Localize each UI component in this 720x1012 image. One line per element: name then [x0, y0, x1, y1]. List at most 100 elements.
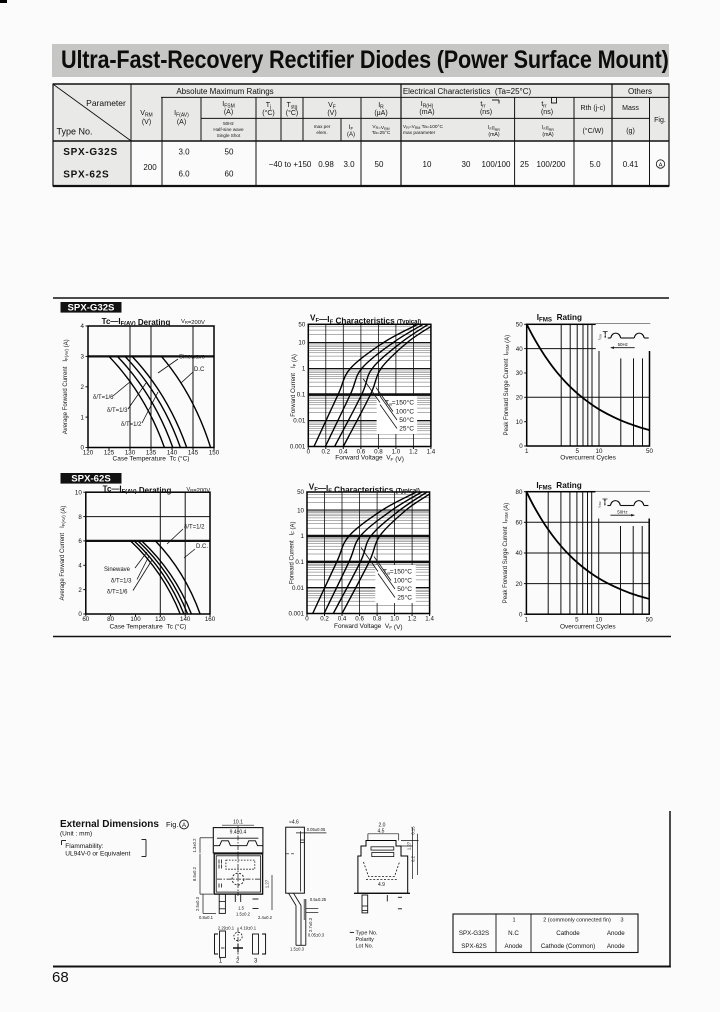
svg-text:Overcurrent Cycles: Overcurrent Cycles — [560, 455, 616, 462]
svg-text:80: 80 — [107, 616, 114, 623]
svg-text:0.6: 0.6 — [357, 449, 366, 456]
svg-text:50Hz: 50Hz — [223, 121, 234, 126]
svg-text:Type No.: Type No. — [57, 127, 93, 137]
svg-text:50: 50 — [375, 160, 384, 169]
svg-text:30: 30 — [462, 160, 471, 169]
svg-text:VR=200V: VR=200V — [186, 487, 210, 494]
svg-text:6.0: 6.0 — [178, 170, 190, 179]
svg-text:(g): (g) — [626, 128, 635, 135]
svg-text:(A): (A) — [224, 109, 233, 116]
svg-text:≈4.6: ≈4.6 — [289, 820, 299, 826]
svg-text:0.8: 0.8 — [374, 449, 383, 456]
svg-text:0.15: 0.15 — [411, 826, 416, 835]
svg-text:0.8: 0.8 — [373, 616, 382, 623]
svg-text:10: 10 — [75, 489, 82, 496]
svg-text:IF/IRR: IF/IRR — [542, 125, 554, 132]
svg-text:(A): (A) — [177, 119, 186, 126]
svg-text:(V): (V) — [327, 110, 336, 117]
svg-text:60: 60 — [225, 170, 234, 179]
svg-text:VF—IF Characteristics (Typical: VF—IF Characteristics (Typical) — [310, 314, 421, 326]
svg-text:1: 1 — [81, 414, 85, 421]
svg-text:(°C): (°C) — [262, 109, 275, 117]
svg-text:50: 50 — [516, 322, 523, 329]
svg-text:Forward Current IF (A): Forward Current IF (A) — [290, 521, 297, 584]
svg-text:D.C: D.C — [194, 367, 205, 373]
svg-text:1.5±0.3: 1.5±0.3 — [290, 947, 305, 952]
svg-text:δ/T=1/6: δ/T=1/6 — [107, 590, 128, 596]
svg-text:10: 10 — [595, 616, 602, 623]
svg-text:1.4: 1.4 — [425, 616, 434, 623]
svg-text:Sinewave: Sinewave — [104, 567, 131, 573]
svg-text:60: 60 — [516, 520, 523, 527]
svg-text:SPX-62S: SPX-62S — [71, 474, 111, 485]
svg-text:δ/T=1/3: δ/T=1/3 — [107, 408, 128, 414]
svg-text:δ/T=1/2: δ/T=1/2 — [184, 525, 205, 531]
svg-text:2.4±0.2: 2.4±0.2 — [258, 915, 273, 920]
svg-text:IFMS Rating: IFMS Rating — [536, 481, 581, 491]
svg-text:VR=VRM: VR=VRM — [372, 124, 389, 131]
svg-text:3: 3 — [81, 354, 85, 361]
svg-text:0.5±0.25: 0.5±0.25 — [310, 897, 327, 902]
svg-text:Case Temperature Tc (°C): Case Temperature Tc (°C) — [113, 455, 190, 463]
svg-text:0: 0 — [305, 616, 309, 623]
svg-text:trr: trr — [480, 101, 486, 109]
svg-text:Average Forward Current IF(A: Average Forward Current IF(AV) (A) — [63, 339, 70, 434]
svg-text:(V): (V) — [142, 119, 151, 126]
svg-text:130: 130 — [125, 450, 136, 457]
svg-text:VR=200V: VR=200V — [181, 319, 205, 326]
svg-text:140: 140 — [180, 616, 191, 623]
svg-text:5.0: 5.0 — [589, 160, 601, 169]
svg-text:Others: Others — [628, 87, 652, 96]
svg-text:30: 30 — [516, 370, 523, 377]
svg-text:50: 50 — [646, 616, 653, 623]
svg-text:3: 3 — [620, 918, 623, 924]
svg-text:135: 135 — [146, 450, 157, 457]
svg-text:IR: IR — [378, 102, 384, 110]
svg-text:UL94V-0 or Equivalent: UL94V-0 or Equivalent — [65, 851, 130, 858]
svg-text:Forward Voltage VF (V): Forward Voltage VF (V) — [335, 455, 404, 463]
svg-text:Peak Forward Surge Current IF: Peak Forward Surge Current IFSM (A) — [504, 335, 511, 435]
svg-text:6.2: 6.2 — [411, 855, 416, 861]
svg-text:1.5: 1.5 — [238, 906, 244, 911]
svg-text:IF/IRR: IF/IRR — [488, 125, 500, 132]
svg-text:10: 10 — [596, 448, 603, 455]
svg-text:4.9: 4.9 — [378, 882, 385, 888]
svg-text:1.2: 1.2 — [409, 449, 418, 456]
svg-text:2: 2 — [81, 384, 85, 391]
svg-text:0.6: 0.6 — [355, 616, 364, 623]
svg-text:VF: VF — [328, 102, 336, 110]
svg-text:1.4: 1.4 — [427, 449, 436, 456]
svg-text:10: 10 — [516, 419, 523, 426]
svg-text:40: 40 — [516, 346, 523, 353]
svg-text:Tc—IF(AV) Derating: Tc—IF(AV) Derating — [102, 317, 171, 327]
svg-text:Cathode (Common): Cathode (Common) — [541, 943, 595, 950]
svg-text:Single Shot: Single Shot — [217, 133, 241, 138]
svg-text:0: 0 — [307, 449, 311, 456]
svg-text:0.98: 0.98 — [318, 160, 334, 169]
svg-text:Anode: Anode — [607, 930, 625, 937]
svg-text:50: 50 — [298, 322, 305, 329]
svg-text:Absolute Maximum Ratings: Absolute Maximum Ratings — [176, 87, 273, 96]
svg-text:0.05±0.3: 0.05±0.3 — [308, 933, 325, 938]
svg-text:(mA): (mA) — [419, 109, 434, 116]
svg-text:Fig.: Fig. — [166, 820, 179, 829]
svg-text:145: 145 — [188, 450, 199, 457]
svg-text:2: 2 — [78, 587, 82, 594]
svg-text:2.7±0.3: 2.7±0.3 — [308, 917, 313, 932]
svg-text:Ta=150°C: Ta=150°C — [383, 568, 412, 577]
svg-text:0.01: 0.01 — [293, 418, 306, 425]
svg-text:1: 1 — [301, 533, 305, 540]
svg-text:1.5±0.2: 1.5±0.2 — [236, 912, 251, 917]
svg-text:IR(H): IR(H) — [421, 101, 434, 109]
svg-text:IFSM: IFSM — [597, 501, 602, 507]
svg-text:4.5: 4.5 — [378, 829, 385, 835]
svg-text:80: 80 — [516, 489, 523, 496]
svg-text:6: 6 — [78, 538, 82, 545]
svg-text:120: 120 — [83, 450, 94, 457]
svg-text:(mA): (mA) — [542, 132, 554, 138]
svg-text:(Unit : mm): (Unit : mm) — [60, 831, 92, 838]
svg-text:Rth (j-c): Rth (j-c) — [581, 105, 606, 112]
svg-text:3.0: 3.0 — [178, 148, 190, 157]
svg-text:0.4: 0.4 — [339, 449, 348, 456]
svg-text:Anode: Anode — [607, 943, 625, 950]
